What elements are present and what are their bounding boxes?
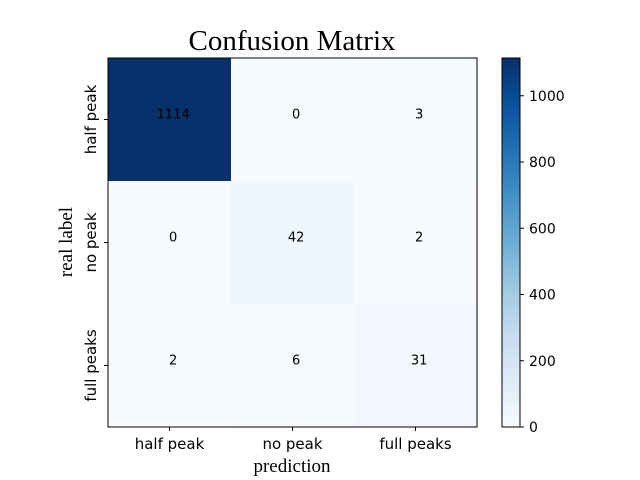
x-axis-ticks: half peak no peak full peaks: [135, 427, 452, 453]
colorbar-tick-label: 600: [529, 221, 556, 237]
x-tick-label: full peaks: [379, 435, 452, 453]
chart-title: Confusion Matrix: [188, 25, 396, 57]
cell-value-label-1-2: 2: [415, 230, 423, 245]
colorbar-tick-label: 1000: [529, 89, 565, 105]
cell-value-label-1-0: 0: [169, 230, 177, 245]
colorbar-ticks: 0 200 400 600 800 1000: [520, 89, 565, 436]
y-tick-label: full peaks: [82, 329, 100, 402]
heatmap-cells: 1114 0 3 0 42 2 2 6 31: [108, 58, 478, 428]
heatmap-cell-1-2: [354, 181, 478, 305]
heatmap-cell-0-1: [231, 58, 355, 182]
cell-value-label-2-2: 31: [411, 353, 428, 368]
heatmap-cell-2-2: [354, 304, 478, 428]
colorbar-tick-label: 400: [529, 288, 556, 304]
colorbar-tick-label: 0: [529, 420, 538, 436]
colorbar-tick-label: 200: [529, 354, 556, 370]
cell-value-label-2-1: 6: [292, 353, 300, 368]
cell-value-label-0-1: 0: [292, 107, 300, 122]
heatmap-cell-1-1: [231, 181, 355, 305]
y-axis-ticks: half peak no peak full peaks: [82, 84, 108, 402]
heatmap-cell-2-1: [231, 304, 355, 428]
x-tick-label: no peak: [262, 435, 322, 453]
y-tick-label: no peak: [82, 212, 100, 272]
cell-value-label-0-0: 1114: [157, 107, 190, 122]
y-axis-label: real label: [56, 207, 77, 277]
cell-value-label-1-1: 42: [288, 230, 305, 245]
heatmap-cell-0-2: [354, 58, 478, 182]
colorbar-tick-label: 800: [529, 155, 556, 171]
y-tick-label: half peak: [82, 84, 100, 154]
heatmap-cell-0-0: [108, 58, 232, 182]
x-axis-label: prediction: [253, 456, 331, 477]
heatmap-cell-1-0: [108, 181, 232, 305]
heatmap-cell-2-0: [108, 304, 232, 428]
cell-value-label-2-0: 2: [169, 353, 177, 368]
colorbar: [501, 57, 521, 428]
x-tick-label: half peak: [135, 435, 205, 453]
cell-value-label-0-2: 3: [415, 107, 423, 122]
